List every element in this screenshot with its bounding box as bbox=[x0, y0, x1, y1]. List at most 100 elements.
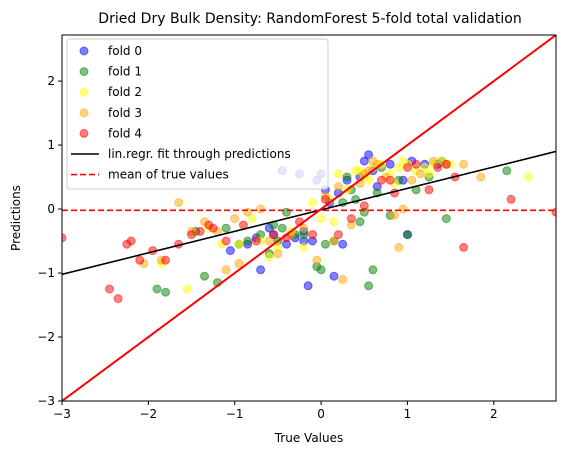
fold-0-point bbox=[256, 265, 266, 275]
y-axis-label: Predictions bbox=[9, 185, 23, 251]
chart-title: Dried Dry Bulk Density: RandomForest 5-f… bbox=[98, 11, 521, 27]
fold-4-point bbox=[459, 242, 469, 252]
legend-marker bbox=[79, 87, 89, 97]
fold-4-point bbox=[506, 194, 516, 204]
fold-1-point bbox=[161, 287, 171, 297]
x-tick-label: 1 bbox=[404, 407, 412, 421]
x-tick-label: −1 bbox=[226, 407, 244, 421]
legend-label: fold 3 bbox=[108, 106, 142, 120]
fold-3-point bbox=[398, 204, 408, 214]
fold-2-point bbox=[329, 217, 339, 227]
fold-2-point bbox=[182, 284, 192, 294]
fold-3-point bbox=[234, 258, 244, 268]
fold-3-point bbox=[243, 207, 253, 217]
fold-4-point bbox=[320, 194, 330, 204]
fold-1-point bbox=[368, 265, 378, 275]
fold-4-point bbox=[204, 220, 214, 230]
x-tick-label: −2 bbox=[140, 407, 158, 421]
fold-2-point bbox=[316, 214, 326, 224]
fold-1-point bbox=[243, 236, 253, 246]
x-tick-label: 0 bbox=[317, 407, 325, 421]
fold-3-point bbox=[299, 223, 309, 233]
legend-marker bbox=[79, 128, 89, 138]
fold-1-point bbox=[200, 271, 209, 281]
fold-2-point bbox=[394, 163, 404, 172]
fold-0-point bbox=[303, 281, 313, 291]
x-tick-label: 2 bbox=[490, 407, 498, 421]
fold-1-point bbox=[342, 172, 352, 182]
legend-label: fold 0 bbox=[108, 44, 142, 58]
fold-3-point bbox=[333, 182, 343, 192]
fold-4-point bbox=[251, 236, 261, 246]
fold-4-point bbox=[359, 201, 369, 211]
fold-1-point bbox=[502, 166, 512, 176]
fold-4-point bbox=[441, 159, 451, 169]
fold-2-point bbox=[523, 172, 533, 182]
fold-2-point bbox=[308, 198, 317, 208]
fold-4-point bbox=[105, 284, 114, 294]
fold-3-point bbox=[338, 274, 348, 284]
fold-2-point bbox=[333, 169, 343, 179]
fold-4-point bbox=[269, 230, 279, 240]
legend-label: mean of true values bbox=[108, 168, 229, 182]
legend: fold 0 fold 1 fold 2 fold 3 fold 4 lin.regr. … bbox=[66, 38, 329, 190]
fold-4-point bbox=[187, 230, 196, 240]
fold-1-point bbox=[221, 223, 231, 233]
fold-3-point bbox=[407, 175, 417, 185]
fold-3-point bbox=[273, 249, 283, 259]
fold-1-point bbox=[403, 230, 412, 240]
fold-1-point bbox=[441, 214, 451, 224]
identity-line bbox=[62, 35, 556, 401]
fold-4-point bbox=[433, 163, 443, 172]
legend-label: lin.regr. fit through predictions bbox=[108, 147, 291, 161]
fold-0-point bbox=[364, 150, 374, 160]
y-tick-label: 0 bbox=[47, 202, 55, 216]
y-axis: −3 −2 −1 0 1 2 bbox=[37, 74, 62, 408]
fold-3-point bbox=[394, 242, 404, 252]
fold-4-point bbox=[161, 255, 171, 265]
fold-0-point bbox=[385, 159, 395, 169]
fold-3-point bbox=[329, 236, 339, 246]
fold-4-point bbox=[346, 214, 356, 224]
fold-4-point bbox=[126, 236, 136, 246]
fold-1-point bbox=[320, 239, 330, 249]
y-tick-label: 1 bbox=[47, 138, 55, 152]
legend-label: fold 4 bbox=[108, 126, 142, 140]
fold-4-point bbox=[308, 230, 317, 240]
y-tick-label: 2 bbox=[47, 74, 55, 88]
fold-2-point bbox=[364, 175, 374, 185]
fold-2-point bbox=[299, 242, 309, 252]
fold-4-point bbox=[221, 236, 231, 246]
fold-3-point bbox=[174, 198, 184, 208]
y-tick-label: −3 bbox=[37, 394, 55, 408]
legend-label: fold 1 bbox=[108, 65, 142, 79]
fold-3-point bbox=[428, 156, 438, 166]
legend-marker bbox=[79, 67, 89, 77]
fold-4-point bbox=[135, 255, 145, 265]
fold-3-point bbox=[476, 172, 486, 182]
fold-1-point bbox=[316, 265, 326, 275]
legend-box bbox=[66, 38, 329, 190]
fold-0-point bbox=[338, 239, 348, 249]
fold-2-point bbox=[234, 239, 244, 249]
fold-1-point bbox=[364, 281, 374, 291]
x-axis-label: True Values bbox=[274, 431, 344, 445]
fold-3-point bbox=[256, 204, 266, 214]
fold-4-point bbox=[333, 230, 343, 240]
fold-1-point bbox=[282, 207, 291, 217]
fold-3-point bbox=[221, 265, 231, 275]
regression-fit-line bbox=[62, 150, 556, 276]
fold-3-point bbox=[230, 214, 240, 224]
fold-4-point bbox=[385, 175, 395, 185]
fold-2-point bbox=[264, 252, 274, 262]
fold-3-point bbox=[390, 210, 399, 220]
legend-label: fold 2 bbox=[108, 85, 142, 99]
fold-4-point bbox=[411, 159, 421, 169]
fold-1-point bbox=[277, 223, 287, 233]
legend-marker bbox=[79, 46, 89, 56]
y-tick-label: −1 bbox=[37, 266, 55, 280]
fold-4-point bbox=[62, 233, 67, 243]
fold-1-point bbox=[355, 217, 365, 227]
fold-2-point bbox=[420, 163, 430, 172]
